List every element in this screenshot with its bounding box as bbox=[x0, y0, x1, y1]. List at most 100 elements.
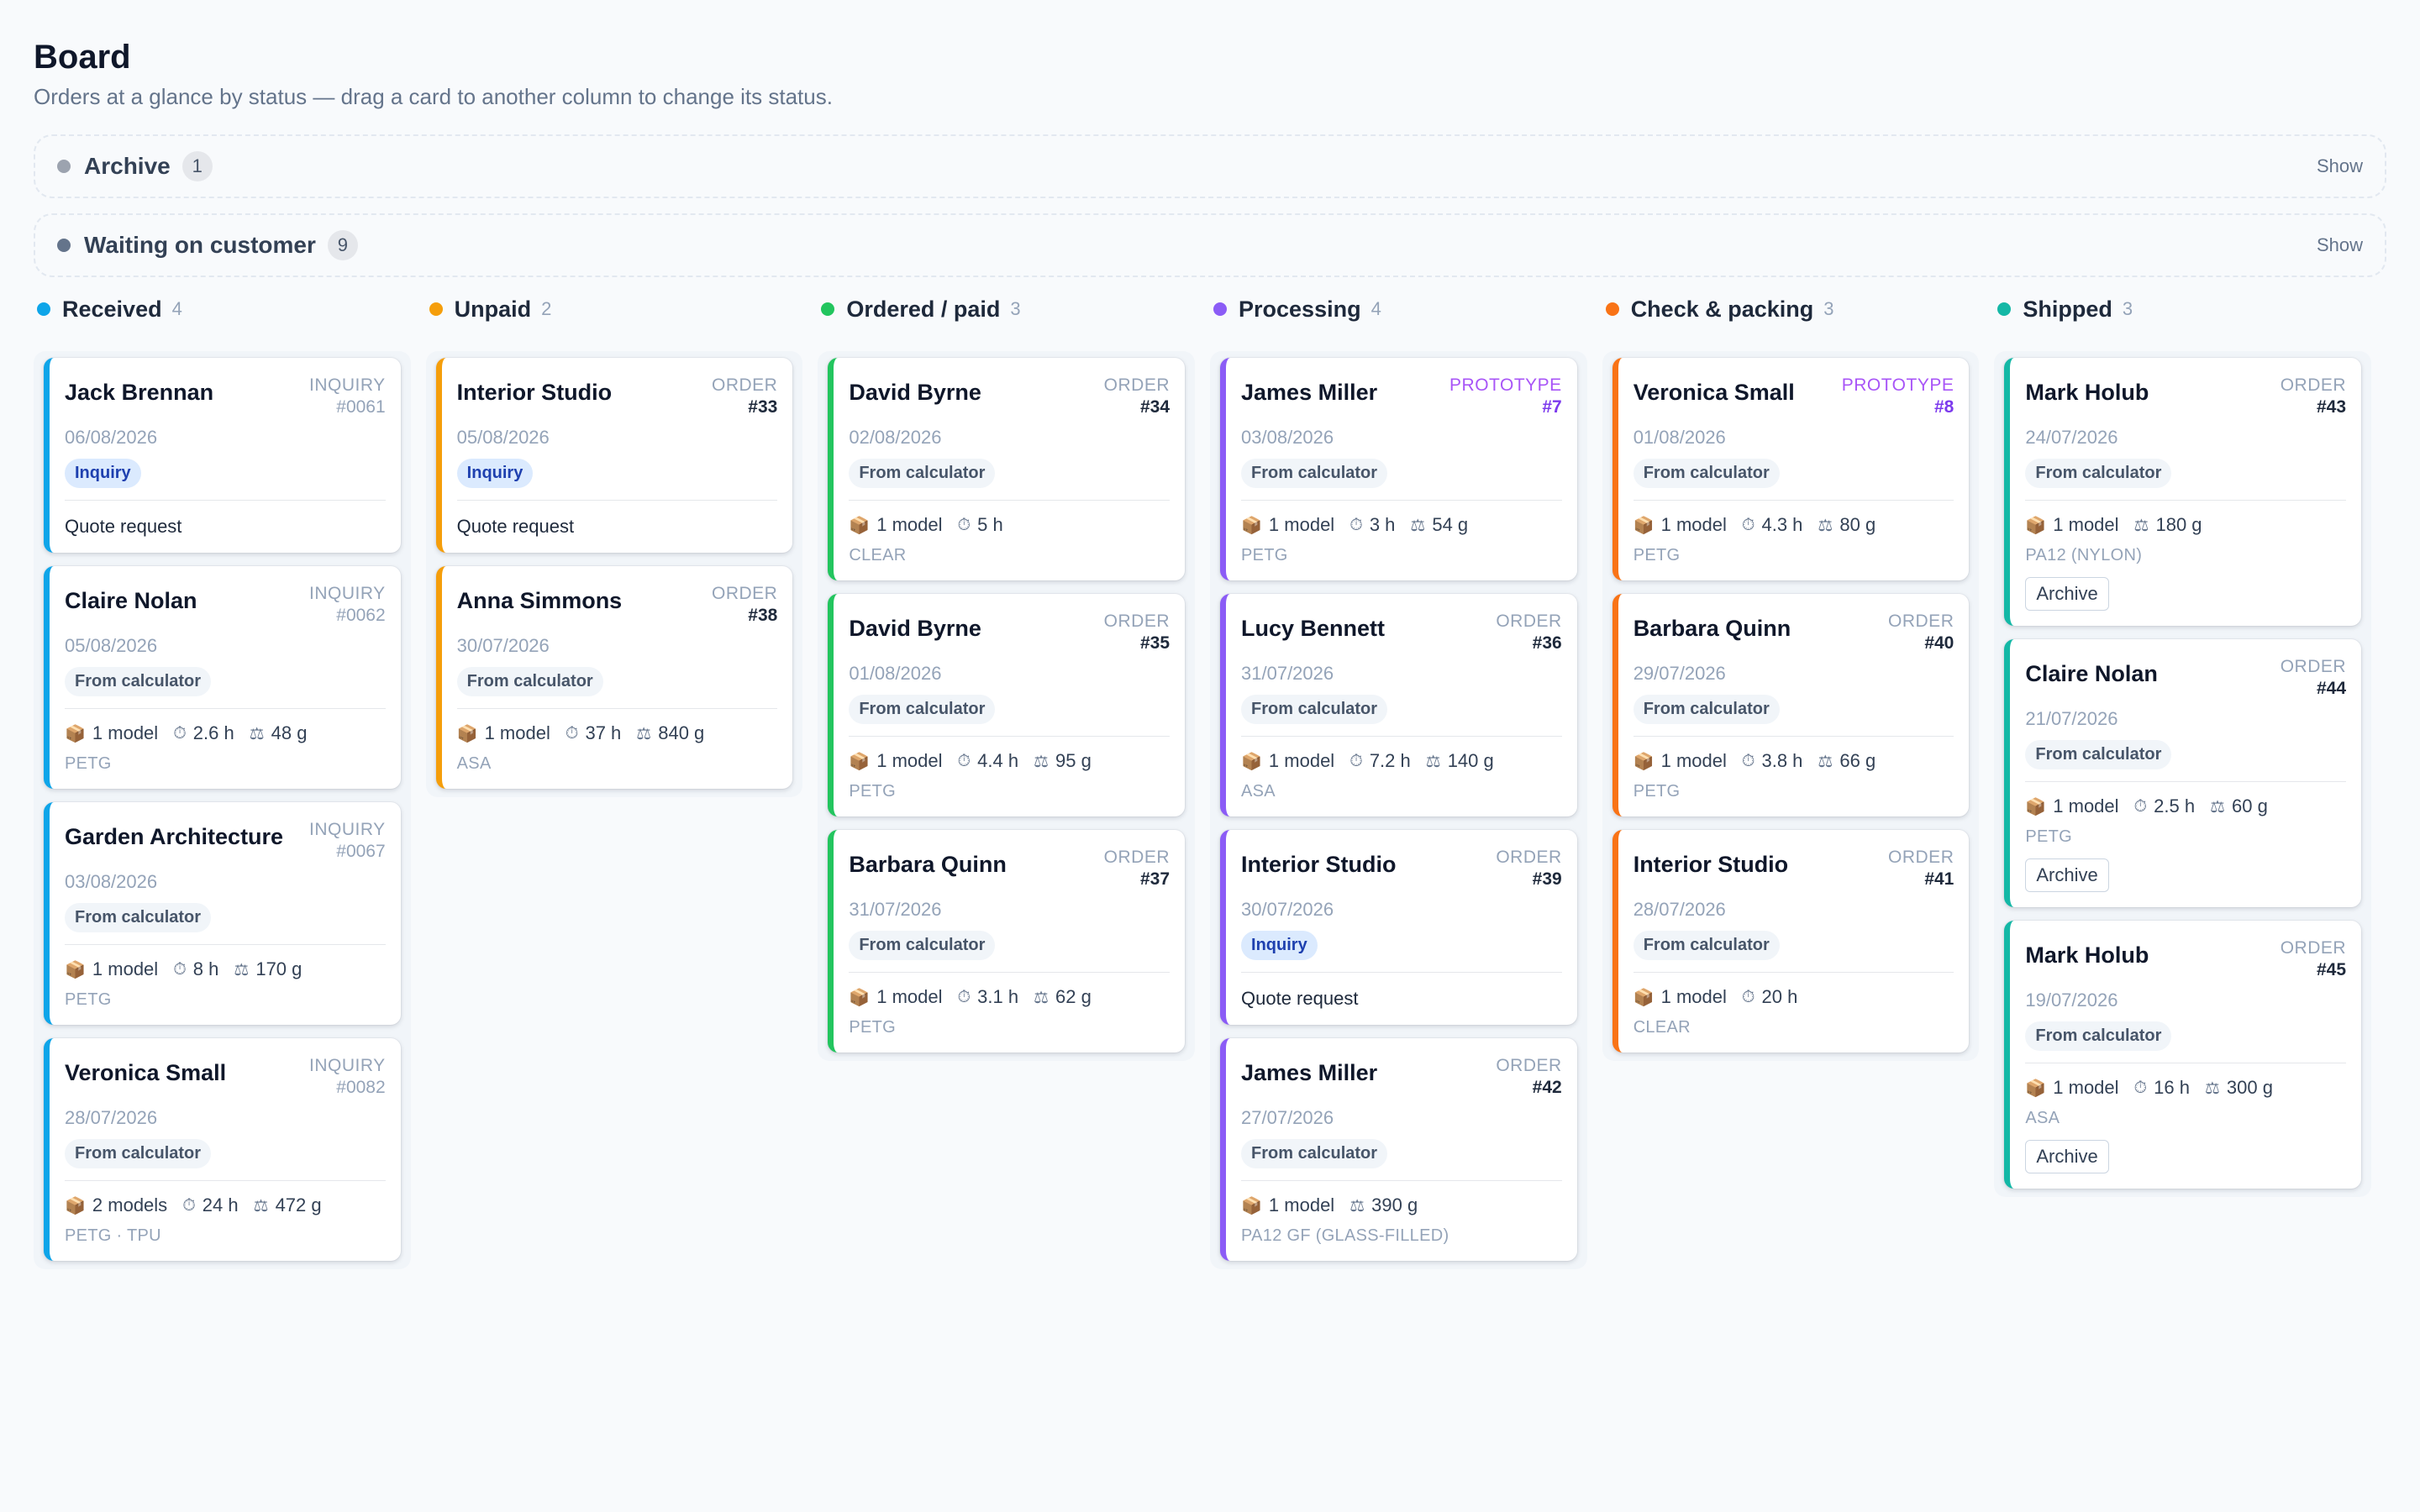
order-date: 31/07/2026 bbox=[1241, 663, 1334, 684]
order-reference: INQUIRY #0061 bbox=[309, 375, 386, 418]
material-label: PETG bbox=[1241, 546, 1288, 564]
material-label: PA12 GF (GLASS-FILLED) bbox=[1241, 1226, 1449, 1245]
archive-button[interactable]: Archive bbox=[2025, 858, 2109, 892]
order-card[interactable]: Jack Brennan INQUIRY #0061 06/08/2026 Inquir… bbox=[44, 358, 401, 553]
column-unpaid: Unpaid 2 Interior Studio ORDER #33 05/08/2026… bbox=[425, 292, 818, 1269]
source-badge: Inquiry bbox=[1241, 931, 1318, 960]
order-card[interactable]: Mark Holub ORDER #45 19/07/2026 From calcula… bbox=[2004, 921, 2362, 1189]
print-weight: ⚖ 300 g bbox=[2205, 1077, 2273, 1099]
order-card[interactable]: Interior Studio ORDER #41 28/07/2026 From ca… bbox=[1612, 830, 1970, 1053]
print-time: ⏱ 24 h bbox=[182, 1194, 238, 1216]
print-weight-value: 48 g bbox=[271, 722, 308, 743]
order-card[interactable]: Claire Nolan INQUIRY #0062 05/08/2026 From c… bbox=[44, 566, 401, 789]
print-time-value: 3.1 h bbox=[977, 986, 1019, 1007]
card-divider bbox=[456, 500, 778, 501]
order-card[interactable]: David Byrne ORDER #35 01/08/2026 From calcul… bbox=[828, 594, 1186, 816]
order-card[interactable]: Garden Architecture INQUIRY #0067 03/08/202… bbox=[44, 802, 401, 1025]
package-icon: 📦 bbox=[2025, 516, 2047, 535]
material-label: PETG · TPU bbox=[65, 1226, 161, 1245]
order-card[interactable]: Claire Nolan ORDER #44 21/07/2026 From calcu… bbox=[2004, 639, 2362, 907]
models-count: 📦 1 model bbox=[849, 514, 942, 536]
print-weight: ⚖ 95 g bbox=[1034, 750, 1092, 772]
waiting-on-customer-group[interactable]: Waiting on customer 9 Show bbox=[34, 213, 2386, 277]
source-badge: From calculator bbox=[65, 1139, 212, 1168]
order-card[interactable]: Barbara Quinn ORDER #40 29/07/2026 From calc… bbox=[1612, 594, 1970, 816]
order-card[interactable]: Interior Studio ORDER #33 05/08/2026 Inquiry… bbox=[435, 358, 793, 553]
column-header: Check & packing 3 bbox=[1602, 292, 1995, 326]
status-dot bbox=[37, 302, 50, 316]
order-date: 28/07/2026 bbox=[1633, 899, 1726, 920]
source-badge: From calculator bbox=[2025, 459, 2172, 488]
show-waiting-button[interactable]: Show bbox=[2316, 234, 2363, 255]
source-badge: From calculator bbox=[849, 459, 996, 488]
source-badge: From calculator bbox=[2025, 740, 2172, 769]
print-time-value: 7.2 h bbox=[1369, 750, 1411, 771]
source-badge: From calculator bbox=[1633, 695, 1780, 724]
card-header: Interior Studio ORDER #39 bbox=[1241, 847, 1562, 890]
stopwatch-icon: ⏱ bbox=[1349, 751, 1363, 770]
print-weight: ⚖ 390 g bbox=[1349, 1194, 1418, 1216]
archive-button[interactable]: Archive bbox=[2025, 577, 2109, 611]
column-dropzone[interactable]: James Miller PROTOTYPE #7 03/08/2026 From ca… bbox=[1210, 351, 1587, 1269]
models-count: 📦 1 model bbox=[1241, 1194, 1334, 1216]
show-archive-button[interactable]: Show bbox=[2316, 155, 2363, 176]
card-divider bbox=[849, 972, 1171, 973]
material-label: PETG bbox=[849, 1018, 896, 1037]
order-number: #7 bbox=[1542, 397, 1562, 417]
order-number: #42 bbox=[1532, 1078, 1562, 1097]
archive-group[interactable]: Archive 1 Show bbox=[34, 134, 2386, 198]
card-metrics: 📦 1 model ⏱ 20 h bbox=[1634, 986, 1954, 1008]
customer-name: Anna Simmons bbox=[456, 588, 623, 613]
order-card[interactable]: James Miller PROTOTYPE #7 03/08/2026 From ca… bbox=[1220, 358, 1577, 580]
models-value: 1 model bbox=[484, 722, 550, 743]
column-dropzone[interactable]: Interior Studio ORDER #33 05/08/2026 Inquiry… bbox=[425, 351, 803, 797]
order-reference: ORDER #39 bbox=[1496, 847, 1561, 890]
print-weight: ⚖ 140 g bbox=[1426, 750, 1494, 772]
stopwatch-icon: ⏱ bbox=[173, 959, 187, 979]
order-type: ORDER bbox=[712, 375, 778, 395]
order-card[interactable]: Veronica Small INQUIRY #0082 28/07/2026 From… bbox=[44, 1038, 401, 1261]
order-date: 21/07/2026 bbox=[2025, 708, 2118, 729]
column-dropzone[interactable]: Veronica Small PROTOTYPE #8 01/08/2026 From … bbox=[1602, 351, 1980, 1061]
order-card[interactable]: Veronica Small PROTOTYPE #8 01/08/2026 From … bbox=[1612, 358, 1970, 580]
print-time: ⏱ 4.4 h bbox=[958, 750, 1019, 772]
models-count: 📦 1 model bbox=[2025, 1077, 2118, 1099]
order-card[interactable]: Mark Holub ORDER #43 24/07/2026 From calcula… bbox=[2004, 358, 2362, 626]
print-time: ⏱ 7.2 h bbox=[1349, 750, 1411, 772]
source-badge: From calculator bbox=[849, 931, 996, 960]
order-reference: ORDER #34 bbox=[1104, 375, 1170, 418]
print-time-value: 5 h bbox=[977, 514, 1003, 535]
stopwatch-icon: ⏱ bbox=[2133, 796, 2148, 816]
print-weight: ⚖ 170 g bbox=[234, 958, 302, 980]
order-card[interactable]: Lucy Bennett ORDER #36 31/07/2026 From calcu… bbox=[1220, 594, 1577, 816]
stopwatch-icon: ⏱ bbox=[1349, 515, 1363, 534]
column-count: 3 bbox=[2122, 298, 2133, 319]
archive-button[interactable]: Archive bbox=[2025, 1140, 2109, 1173]
models-count: 📦 1 model bbox=[1241, 750, 1334, 772]
order-date: 01/08/2026 bbox=[1633, 427, 1726, 448]
source-badge: Inquiry bbox=[65, 459, 141, 488]
order-date: 03/08/2026 bbox=[1241, 427, 1334, 448]
order-card[interactable]: Anna Simmons ORDER #38 30/07/2026 From calcu… bbox=[435, 566, 793, 789]
order-card[interactable]: David Byrne ORDER #34 02/08/2026 From calcul… bbox=[828, 358, 1186, 580]
order-card[interactable]: Barbara Quinn ORDER #37 31/07/2026 From calc… bbox=[828, 830, 1186, 1053]
column-dropzone[interactable]: Mark Holub ORDER #43 24/07/2026 From calcula… bbox=[1994, 351, 2372, 1197]
column-shipped: Shipped 3 Mark Holub ORDER #43 24/07/2026 From… bbox=[1994, 292, 2386, 1269]
order-date: 19/07/2026 bbox=[2025, 990, 2118, 1011]
print-time-value: 3.8 h bbox=[1761, 750, 1803, 771]
column-dropzone[interactable]: David Byrne ORDER #34 02/08/2026 From calcul… bbox=[818, 351, 1196, 1061]
column-dropzone[interactable]: Jack Brennan INQUIRY #0061 06/08/2026 Inquir… bbox=[34, 351, 411, 1269]
print-time: ⏱ 16 h bbox=[2134, 1077, 2190, 1099]
order-date: 06/08/2026 bbox=[65, 427, 158, 448]
column-title: Shipped bbox=[2023, 296, 2112, 322]
card-metrics: 📦 1 model ⏱ 2.5 h ⚖ 60 g bbox=[2025, 795, 2346, 817]
models-count: 📦 1 model bbox=[1634, 750, 1727, 772]
package-icon: 📦 bbox=[849, 988, 871, 1007]
card-divider bbox=[1633, 972, 1954, 973]
order-date: 28/07/2026 bbox=[65, 1107, 158, 1128]
status-dot bbox=[821, 302, 835, 316]
customer-name: Lucy Bennett bbox=[1241, 616, 1386, 641]
order-card[interactable]: James Miller ORDER #42 27/07/2026 From calcu… bbox=[1220, 1038, 1577, 1261]
order-type: ORDER bbox=[1888, 612, 1954, 631]
order-card[interactable]: Interior Studio ORDER #39 30/07/2026 Inquiry… bbox=[1220, 830, 1577, 1025]
